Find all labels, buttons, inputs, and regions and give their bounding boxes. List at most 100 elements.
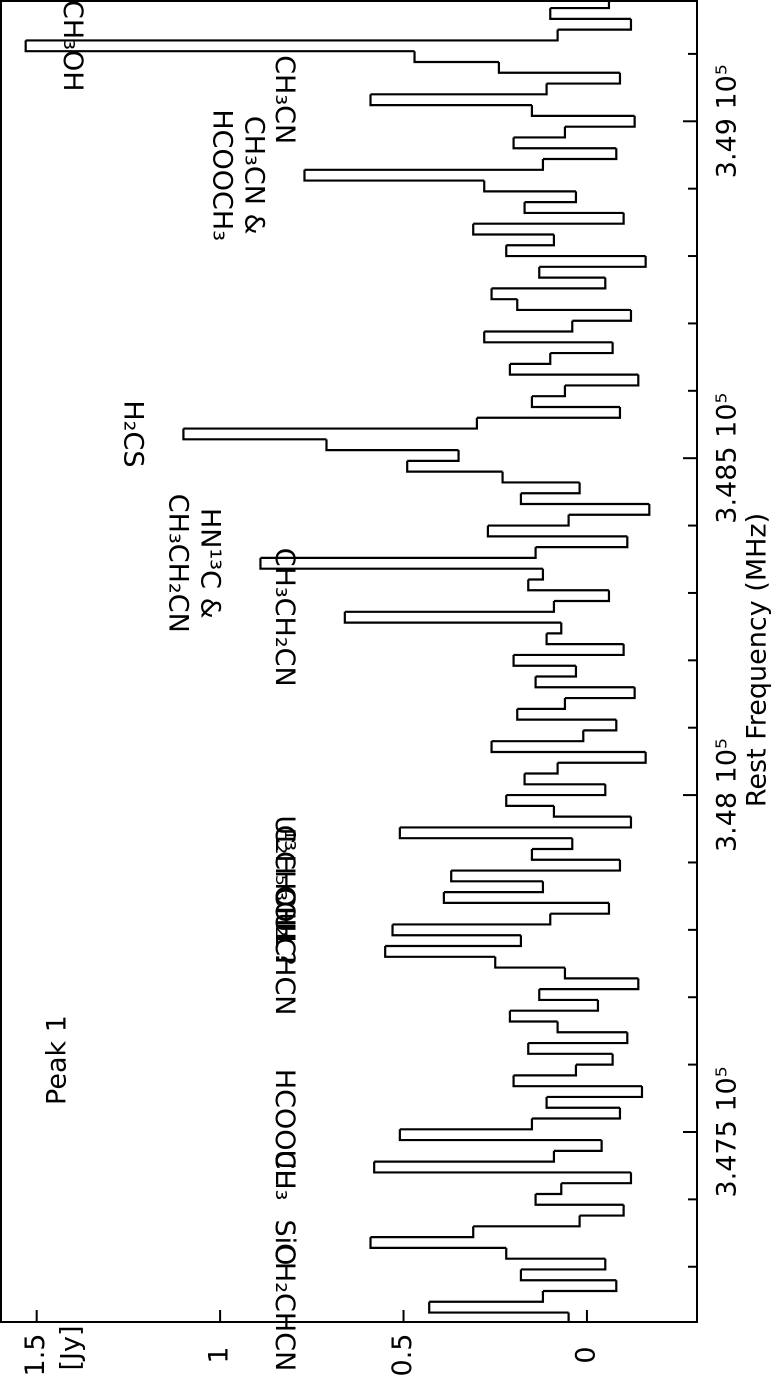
spectrum-channel: [486, 525, 628, 538]
y-tick-label: 0: [570, 1346, 601, 1363]
line-label: HN¹³C &: [194, 508, 225, 619]
line-label: CH₃CN &: [238, 116, 269, 235]
spectrum-channel: [564, 374, 640, 387]
line-label: CH₂CHCN: [269, 1243, 300, 1371]
spectrum-channel: [476, 406, 622, 419]
spectrum-channel: [552, 805, 631, 818]
spectrum-channel: [509, 999, 600, 1012]
line-label: UL: [269, 912, 300, 947]
spectrum-channel: [494, 956, 565, 969]
spectrum-channel: [556, 1021, 628, 1034]
spectrum-channel: [385, 935, 523, 948]
spectrum-channel: [564, 115, 636, 128]
x-axis-label: Rest Frequency (MHz): [742, 513, 773, 807]
spectrum-channel: [520, 1258, 607, 1271]
spectrum-channel: [506, 234, 556, 247]
spectrum-channel: [528, 568, 545, 581]
spectrum-channel: [491, 277, 607, 290]
spectrum-channel: [528, 1032, 629, 1045]
line-label: UL: [269, 815, 300, 850]
spectrum-channel: [531, 838, 574, 851]
spectrum-channel: [583, 719, 618, 732]
line-label: C₂H₅OH: [269, 825, 300, 927]
spectrum-channel: [535, 536, 629, 549]
spectrum-channel: [508, 1010, 558, 1023]
line-label: CH₂CHCN: [269, 887, 300, 1015]
spectrum-channel: [557, 18, 633, 31]
spectrum-channel: [473, 1215, 581, 1228]
spectrum-channel: [516, 708, 617, 721]
spectrum-channel: [517, 698, 567, 710]
spectrum-channel: [563, 967, 639, 980]
line-label: UL: [269, 1150, 300, 1185]
spectrum-channel: [557, 751, 647, 764]
chart-title: Peak 1: [42, 1015, 73, 1105]
line-label: CH₃CN: [269, 55, 300, 144]
spectrum-channel: [535, 665, 578, 678]
spectrum-channel: [527, 579, 609, 592]
spectrum-channel: [505, 1247, 606, 1260]
spectrum-channel: [370, 1226, 475, 1239]
spectrum-channel: [373, 1161, 631, 1174]
spectrum-channel: [490, 741, 646, 754]
spectrum-channel: [523, 202, 624, 215]
spectrum-channel: [407, 450, 460, 462]
spectrum-channel: [546, 1086, 644, 1099]
spectrum-channel: [527, 1043, 613, 1055]
spectrum-channel: [550, 342, 614, 355]
line-label: SiO: [269, 1220, 300, 1266]
spectrum-channel: [491, 730, 585, 743]
line-label: HCOOCH₃: [206, 109, 237, 241]
spectrum-channel: [343, 611, 562, 624]
line-label: ¹³CH₃OH ?: [269, 829, 300, 965]
spectrum-channel: [512, 654, 576, 667]
spectrum-channel: [542, 148, 618, 161]
spectrum-channel: [538, 266, 606, 279]
spectrum-channel: [506, 784, 607, 797]
spectrum-channel: [524, 191, 578, 204]
spectrum-channel: [384, 946, 496, 958]
spectrum-channel: [553, 590, 611, 603]
spectrum-channel: [512, 1075, 642, 1088]
spectrum-channel: [512, 137, 617, 150]
line-label: CH₃OH: [57, 0, 88, 92]
spectrum-channel: [572, 309, 633, 322]
spectrum-channel: [183, 417, 478, 430]
spectrum-channel: [545, 1096, 620, 1109]
spectrum-channel: [413, 51, 499, 64]
spectrum-channel: [519, 1269, 617, 1282]
spectrum-channel: [564, 687, 636, 700]
spectrum-channel: [369, 94, 532, 107]
y-tick-label: 1.5: [20, 1334, 51, 1377]
plot-area: [24, 0, 651, 1322]
spectrum-channel: [399, 1118, 534, 1131]
spectrum-channel: [182, 428, 327, 441]
spectrum-channel: [392, 913, 552, 926]
spectrum-channel: [505, 795, 554, 807]
y-tick-label: 1: [204, 1346, 235, 1363]
spectrum-channel: [530, 105, 635, 117]
spectrum-channel: [516, 299, 631, 312]
spectrum-channel: [550, 0, 611, 10]
spectrum-channel: [568, 504, 651, 516]
spectrum-channel: [535, 1183, 563, 1196]
spectrum-channel: [398, 1129, 602, 1142]
spectrum-channel: [513, 126, 567, 139]
plot-frame: [0, 0, 698, 1323]
spectrum-channel: [472, 223, 554, 236]
spectrum-channel: [484, 320, 574, 333]
spectrum-channel: [24, 40, 415, 53]
spectrum-channel: [490, 288, 518, 301]
spectrum-channel: [369, 1237, 507, 1249]
spectrum-channel: [531, 385, 567, 398]
spectrum-channel: [25, 29, 559, 42]
spectrum-channel: [374, 1150, 556, 1163]
spectrum-channel: [553, 1140, 603, 1152]
x-tick-label: 3.475 10⁵: [712, 1066, 743, 1197]
y-axis-label: [Jy]: [56, 1325, 87, 1370]
spectrum-channel: [579, 1204, 625, 1217]
spectrum-channel: [429, 1291, 545, 1303]
spectrum-channel: [545, 633, 624, 646]
spectrum-channel: [534, 1193, 624, 1206]
